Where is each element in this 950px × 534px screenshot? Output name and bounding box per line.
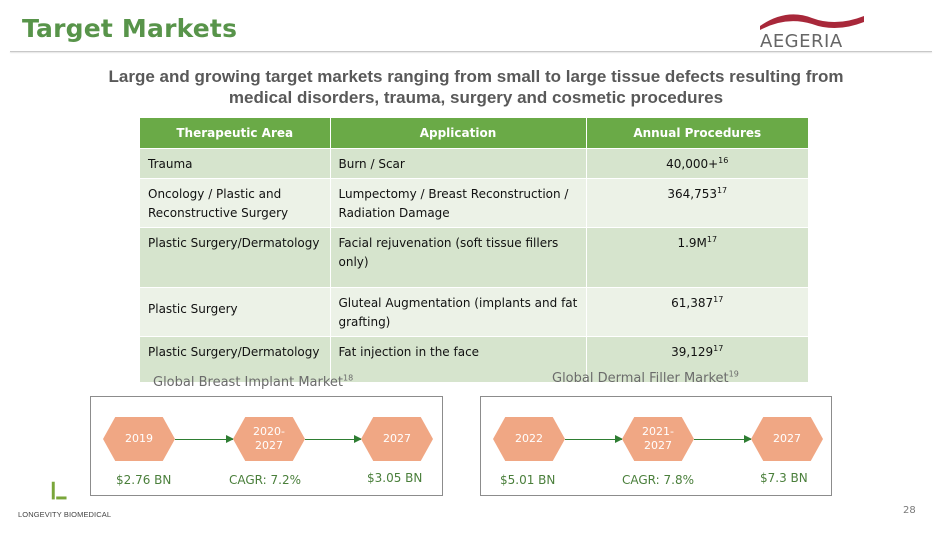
table-row: Plastic Surgery/Dermatology Fat injectio… [140, 336, 808, 382]
breast-period-hexagon: 2020- 2027 [233, 417, 305, 461]
cell-procedures: 61,38717 [586, 287, 808, 337]
slide-subtitle: Large and growing target markets ranging… [108, 67, 844, 107]
cell-area: Oncology / Plastic and Reconstructive Su… [140, 178, 331, 228]
filler-end-year-hexagon: 2027 [751, 417, 823, 461]
reference-superscript: 17 [706, 235, 718, 244]
logo-swoosh [760, 14, 864, 30]
filler-growth-arrow-2 [694, 435, 752, 443]
reference-superscript: 17 [713, 344, 724, 353]
cell-procedures: 39,12917 [586, 336, 808, 382]
header-application: Application [330, 118, 587, 149]
cell-application: Facial rejuvenation (soft tissue fillers… [330, 227, 587, 288]
breast-implant-market-label: Global Breast Implant Market18 [153, 373, 354, 390]
table-row: Plastic Surgery/Dermatology Facial rejuv… [140, 227, 808, 288]
header-annual-procedures: Annual Procedures [586, 118, 808, 149]
breast-end-value: $3.05 BN [367, 471, 423, 485]
cell-procedures: 40,000+16 [586, 148, 808, 179]
footer-company-name: LONGEVITY BIOMEDICAL [18, 510, 112, 519]
table-row: Trauma Burn / Scar 40,000+16 [140, 148, 808, 179]
breast-cagr: CAGR: 7.2% [229, 473, 301, 487]
slide-title: Target Markets [22, 14, 238, 43]
breast-start-year-hexagon: 2019 [103, 417, 175, 461]
cell-area: Plastic Surgery/Dermatology [140, 336, 331, 382]
cell-procedures: 364,75317 [586, 178, 808, 228]
aegeria-logo: AEGERIA [760, 14, 864, 50]
reference-superscript: 17 [713, 295, 724, 304]
cell-area: Plastic Surgery/Dermatology [140, 227, 331, 288]
breast-end-year-hexagon: 2027 [361, 417, 433, 461]
filler-start-value: $5.01 BN [500, 473, 556, 487]
cell-procedures: 1.9M17 [586, 227, 808, 288]
page-number: 28 [903, 505, 916, 516]
filler-period-hexagon: 2021- 2027 [622, 417, 694, 461]
table-row: Oncology / Plastic and Reconstructive Su… [140, 178, 808, 228]
filler-cagr: CAGR: 7.8% [622, 473, 694, 487]
table-header-row: Therapeutic Area Application Annual Proc… [140, 118, 808, 149]
reference-superscript: 18 [343, 373, 354, 383]
cell-area: Trauma [140, 148, 331, 179]
cell-area: Plastic Surgery [140, 287, 331, 337]
cell-application: Burn / Scar [330, 148, 587, 179]
title-divider [10, 51, 932, 52]
cell-application: Fat injection in the face [330, 336, 587, 382]
cell-application: Lumpectomy / Breast Reconstruction / Rad… [330, 178, 587, 228]
logo-bar-horizontal [56, 496, 67, 500]
filler-start-year-hexagon: 2022 [493, 417, 565, 461]
reference-superscript: 16 [718, 156, 729, 165]
filler-growth-arrow-1 [565, 435, 623, 443]
breast-growth-arrow-2 [305, 435, 362, 443]
breast-growth-arrow-1 [175, 435, 234, 443]
reference-superscript: 19 [728, 369, 739, 379]
target-markets-table: Therapeutic Area Application Annual Proc… [140, 118, 808, 382]
reference-superscript: 17 [716, 186, 728, 195]
logo-wordmark: AEGERIA [760, 31, 843, 50]
dermal-filler-market-label: Global Dermal Filler Market19 [552, 369, 739, 386]
logo-bar-vertical [51, 481, 55, 500]
table-row: Plastic Surgery Gluteal Augmentation (im… [140, 287, 808, 337]
breast-start-value: $2.76 BN [116, 473, 172, 487]
longevity-biomedical-logo [51, 481, 67, 500]
header-therapeutic-area: Therapeutic Area [140, 118, 331, 149]
filler-end-value: $7.3 BN [760, 471, 808, 485]
cell-application: Gluteal Augmentation (implants and fat g… [330, 287, 587, 337]
